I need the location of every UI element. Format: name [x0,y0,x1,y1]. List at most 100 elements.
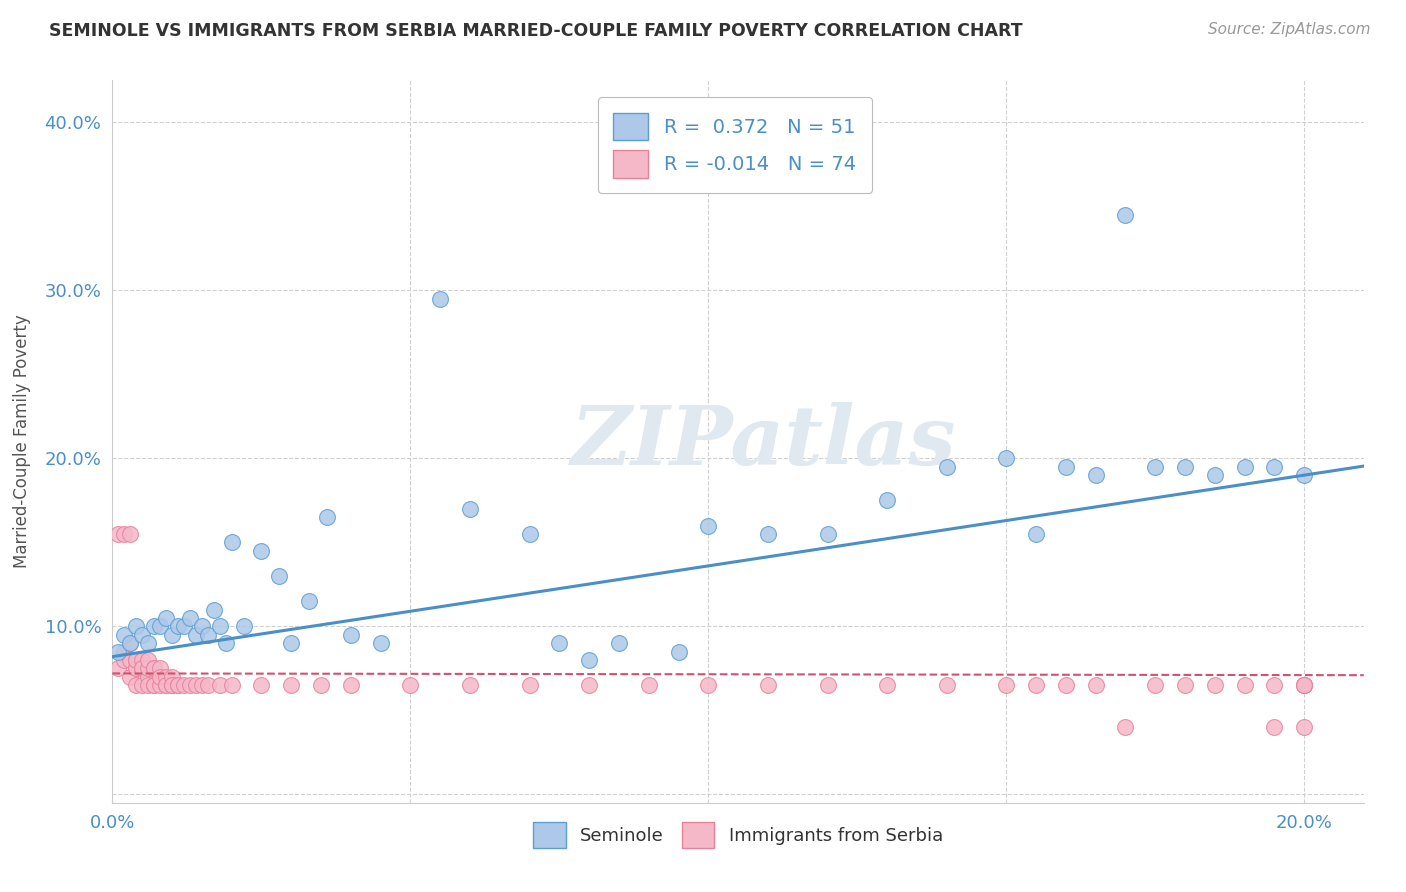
Point [125,661,148,675]
Point [458,501,481,516]
Point [160,628,183,642]
Point [191,619,214,633]
Point [1294,678,1316,692]
Point [143,678,166,692]
Point [202,602,225,616]
Point [143,661,166,675]
Point [160,678,183,692]
Point [995,678,1018,692]
Point [155,678,177,692]
Point [143,678,166,692]
Point [1294,678,1316,692]
Point [143,619,166,633]
Point [1294,468,1316,483]
Point [668,644,690,658]
Point [179,678,201,692]
Point [1114,720,1136,734]
Point [184,678,207,692]
Point [131,628,153,642]
Point [1084,678,1107,692]
Point [125,619,148,633]
Point [173,678,195,692]
Point [167,678,190,692]
Point [269,569,291,583]
Point [340,678,363,692]
Point [208,678,231,692]
Point [1263,678,1285,692]
Point [935,459,957,474]
Point [155,678,177,692]
Point [136,678,159,692]
Point [756,527,779,541]
Point [1204,468,1226,483]
Point [112,628,135,642]
Point [149,619,172,633]
Point [149,670,172,684]
Point [876,493,898,508]
Point [232,619,254,633]
Point [131,661,153,675]
Point [131,653,153,667]
Point [876,678,898,692]
Point [637,678,659,692]
Point [1025,527,1047,541]
Point [817,678,839,692]
Text: SEMINOLE VS IMMIGRANTS FROM SERBIA MARRIED-COUPLE FAMILY POVERTY CORRELATION CHA: SEMINOLE VS IMMIGRANTS FROM SERBIA MARRI… [49,22,1022,40]
Point [136,661,159,675]
Point [112,653,135,667]
Point [125,653,148,667]
Point [1144,459,1167,474]
Point [1233,459,1256,474]
Point [370,636,392,650]
Point [429,292,451,306]
Point [519,527,541,541]
Point [155,670,177,684]
Point [1263,459,1285,474]
Point [173,619,195,633]
Point [184,628,207,642]
Text: ZIPatlas: ZIPatlas [571,401,956,482]
Point [1084,468,1107,483]
Point [309,678,332,692]
Point [125,678,148,692]
Legend: Seminole, Immigrants from Serbia: Seminole, Immigrants from Serbia [526,815,950,855]
Point [1144,678,1167,692]
Point [221,678,243,692]
Point [316,510,339,524]
Point [107,661,129,675]
Point [143,661,166,675]
Point [578,653,600,667]
Point [136,636,159,650]
Point [120,653,142,667]
Point [215,636,238,650]
Point [935,678,957,692]
Point [1294,720,1316,734]
Point [298,594,321,608]
Point [1263,720,1285,734]
Text: Source: ZipAtlas.com: Source: ZipAtlas.com [1208,22,1371,37]
Point [1025,678,1047,692]
Point [1204,678,1226,692]
Point [107,527,129,541]
Point [167,678,190,692]
Point [250,678,273,692]
Point [120,670,142,684]
Point [112,527,135,541]
Point [756,678,779,692]
Point [125,661,148,675]
Point [191,678,214,692]
Point [519,678,541,692]
Point [120,636,142,650]
Point [1233,678,1256,692]
Point [208,619,231,633]
Point [697,518,720,533]
Point [817,527,839,541]
Point [1294,678,1316,692]
Point [160,670,183,684]
Point [340,628,363,642]
Point [125,653,148,667]
Point [578,678,600,692]
Point [607,636,630,650]
Point [697,678,720,692]
Point [1174,678,1197,692]
